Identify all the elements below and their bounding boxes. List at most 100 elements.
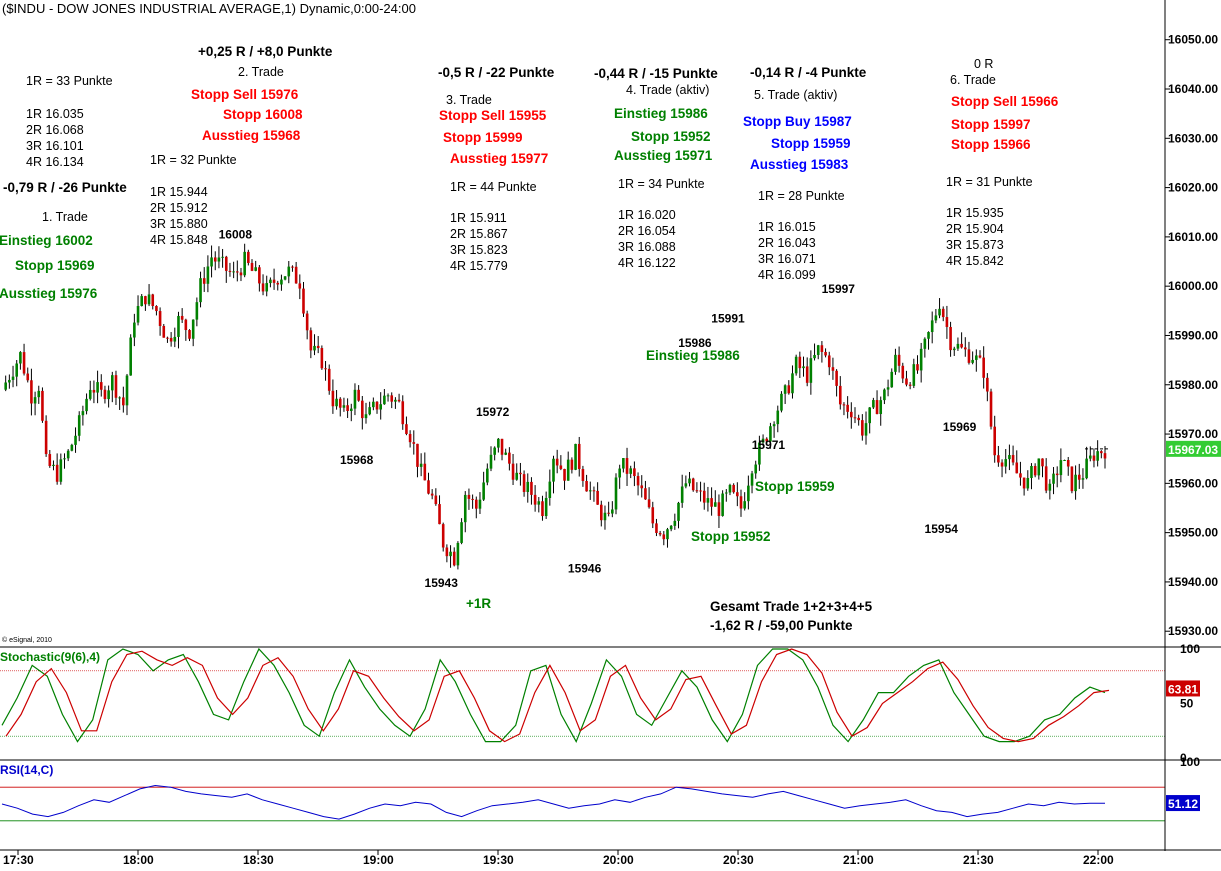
candle-body bbox=[63, 458, 66, 460]
candle-body bbox=[368, 407, 371, 415]
candle-body bbox=[504, 452, 508, 455]
candle-body bbox=[1044, 466, 1048, 491]
candle-body bbox=[151, 294, 155, 307]
candle-body bbox=[1103, 453, 1107, 459]
stochastic-tick-label: 100 bbox=[1180, 642, 1200, 656]
candle-body bbox=[463, 494, 467, 523]
trade-annotation: Einstieg 15986 bbox=[614, 106, 708, 121]
price-tick-label: 16000.00 bbox=[1168, 279, 1218, 293]
candle-body bbox=[166, 337, 169, 339]
price-level-label: 15946 bbox=[568, 561, 602, 575]
candle-body bbox=[644, 488, 647, 500]
candle-body bbox=[118, 397, 121, 399]
price-tick-label: 15990.00 bbox=[1168, 328, 1218, 342]
candle-body bbox=[401, 401, 405, 425]
trade-annotation: 5. Trade (aktiv) bbox=[754, 88, 837, 102]
time-tick-label: 21:00 bbox=[843, 853, 874, 867]
candle-body bbox=[221, 256, 224, 258]
rsi-value-label: 51.12 bbox=[1168, 797, 1198, 811]
candle-body bbox=[125, 375, 129, 406]
candle-body bbox=[519, 472, 522, 475]
candle-body bbox=[912, 364, 916, 386]
trade-annotation: Ausstieg 15968 bbox=[202, 128, 301, 143]
candle-body bbox=[677, 502, 680, 521]
candle-body bbox=[941, 308, 945, 318]
trade-annotation: 1R 16.015 bbox=[758, 220, 816, 234]
candle-body bbox=[986, 377, 989, 392]
price-tick-label: 16030.00 bbox=[1168, 131, 1218, 145]
trade-annotation: Stopp 15969 bbox=[15, 258, 95, 273]
trade-annotation: 2R 15.867 bbox=[450, 227, 508, 241]
trade-annotation: 3R 16.071 bbox=[758, 252, 816, 266]
trade-annotation: 3R 15.823 bbox=[450, 243, 508, 257]
last-price-label: 15967.03 bbox=[1168, 443, 1218, 457]
trade-annotation: Ausstieg 15971 bbox=[614, 148, 713, 163]
candle-body bbox=[320, 348, 324, 369]
candle-body bbox=[805, 366, 809, 383]
candle-body bbox=[1011, 455, 1015, 463]
candle-body bbox=[1085, 458, 1088, 479]
rsi-tick-label: 100 bbox=[1180, 755, 1200, 769]
candle-body bbox=[1059, 460, 1063, 476]
candle-body bbox=[710, 498, 713, 507]
candle-body bbox=[599, 504, 603, 521]
trade-annotation: 1R = 28 Punkte bbox=[758, 189, 845, 203]
candle-body bbox=[70, 444, 74, 451]
candle-body bbox=[633, 468, 636, 477]
price-level-label: 15997 bbox=[822, 282, 856, 296]
candle-body bbox=[916, 364, 919, 371]
candle-body bbox=[4, 382, 7, 390]
candle-body bbox=[1030, 465, 1033, 479]
candle-body bbox=[44, 420, 48, 455]
candle-body bbox=[1055, 473, 1059, 476]
candle-body bbox=[908, 384, 912, 386]
candle-body bbox=[526, 481, 530, 492]
candle-body bbox=[441, 524, 445, 548]
candle-body bbox=[405, 424, 408, 434]
candle-body bbox=[758, 442, 761, 465]
candle-body bbox=[133, 322, 136, 338]
candle-body bbox=[563, 468, 566, 481]
candle-body bbox=[180, 315, 184, 320]
candle-body bbox=[379, 404, 382, 410]
candle-body bbox=[55, 464, 59, 482]
price-tick-label: 16010.00 bbox=[1168, 230, 1218, 244]
candle-body bbox=[537, 501, 541, 505]
candle-body bbox=[695, 490, 699, 492]
candle-body bbox=[199, 278, 202, 303]
candle-body bbox=[919, 348, 923, 371]
price-level-label: 15968 bbox=[340, 453, 374, 467]
candle-body bbox=[544, 497, 548, 517]
trade-annotation: Stopp 15959 bbox=[755, 479, 835, 494]
candle-body bbox=[820, 345, 824, 352]
candle-body bbox=[15, 363, 19, 377]
candle-body bbox=[452, 551, 456, 566]
candle-body bbox=[853, 417, 857, 419]
candle-body bbox=[511, 463, 515, 480]
candle-body bbox=[486, 468, 489, 483]
candle-body bbox=[736, 492, 739, 497]
candle-body bbox=[92, 389, 96, 393]
candle-body bbox=[897, 354, 901, 366]
candle-body bbox=[335, 398, 338, 407]
candle-body bbox=[691, 478, 695, 491]
candle-body bbox=[680, 486, 684, 503]
candle-body bbox=[250, 262, 254, 271]
trade-annotation: -0,44 R / -15 Punkte bbox=[594, 66, 718, 81]
candle-body bbox=[1022, 477, 1026, 489]
time-tick-label: 19:00 bbox=[363, 853, 394, 867]
candle-body bbox=[923, 338, 927, 349]
price-level-label: 15986 bbox=[678, 336, 712, 350]
candle-body bbox=[798, 356, 802, 369]
candle-body bbox=[85, 398, 88, 412]
candle-body bbox=[566, 459, 570, 481]
candle-body bbox=[989, 391, 993, 427]
candle-body bbox=[629, 468, 633, 474]
candle-body bbox=[765, 438, 769, 442]
candle-body bbox=[129, 337, 132, 376]
candle-body bbox=[669, 525, 673, 530]
candle-body bbox=[99, 382, 103, 390]
candle-body bbox=[1070, 466, 1074, 492]
